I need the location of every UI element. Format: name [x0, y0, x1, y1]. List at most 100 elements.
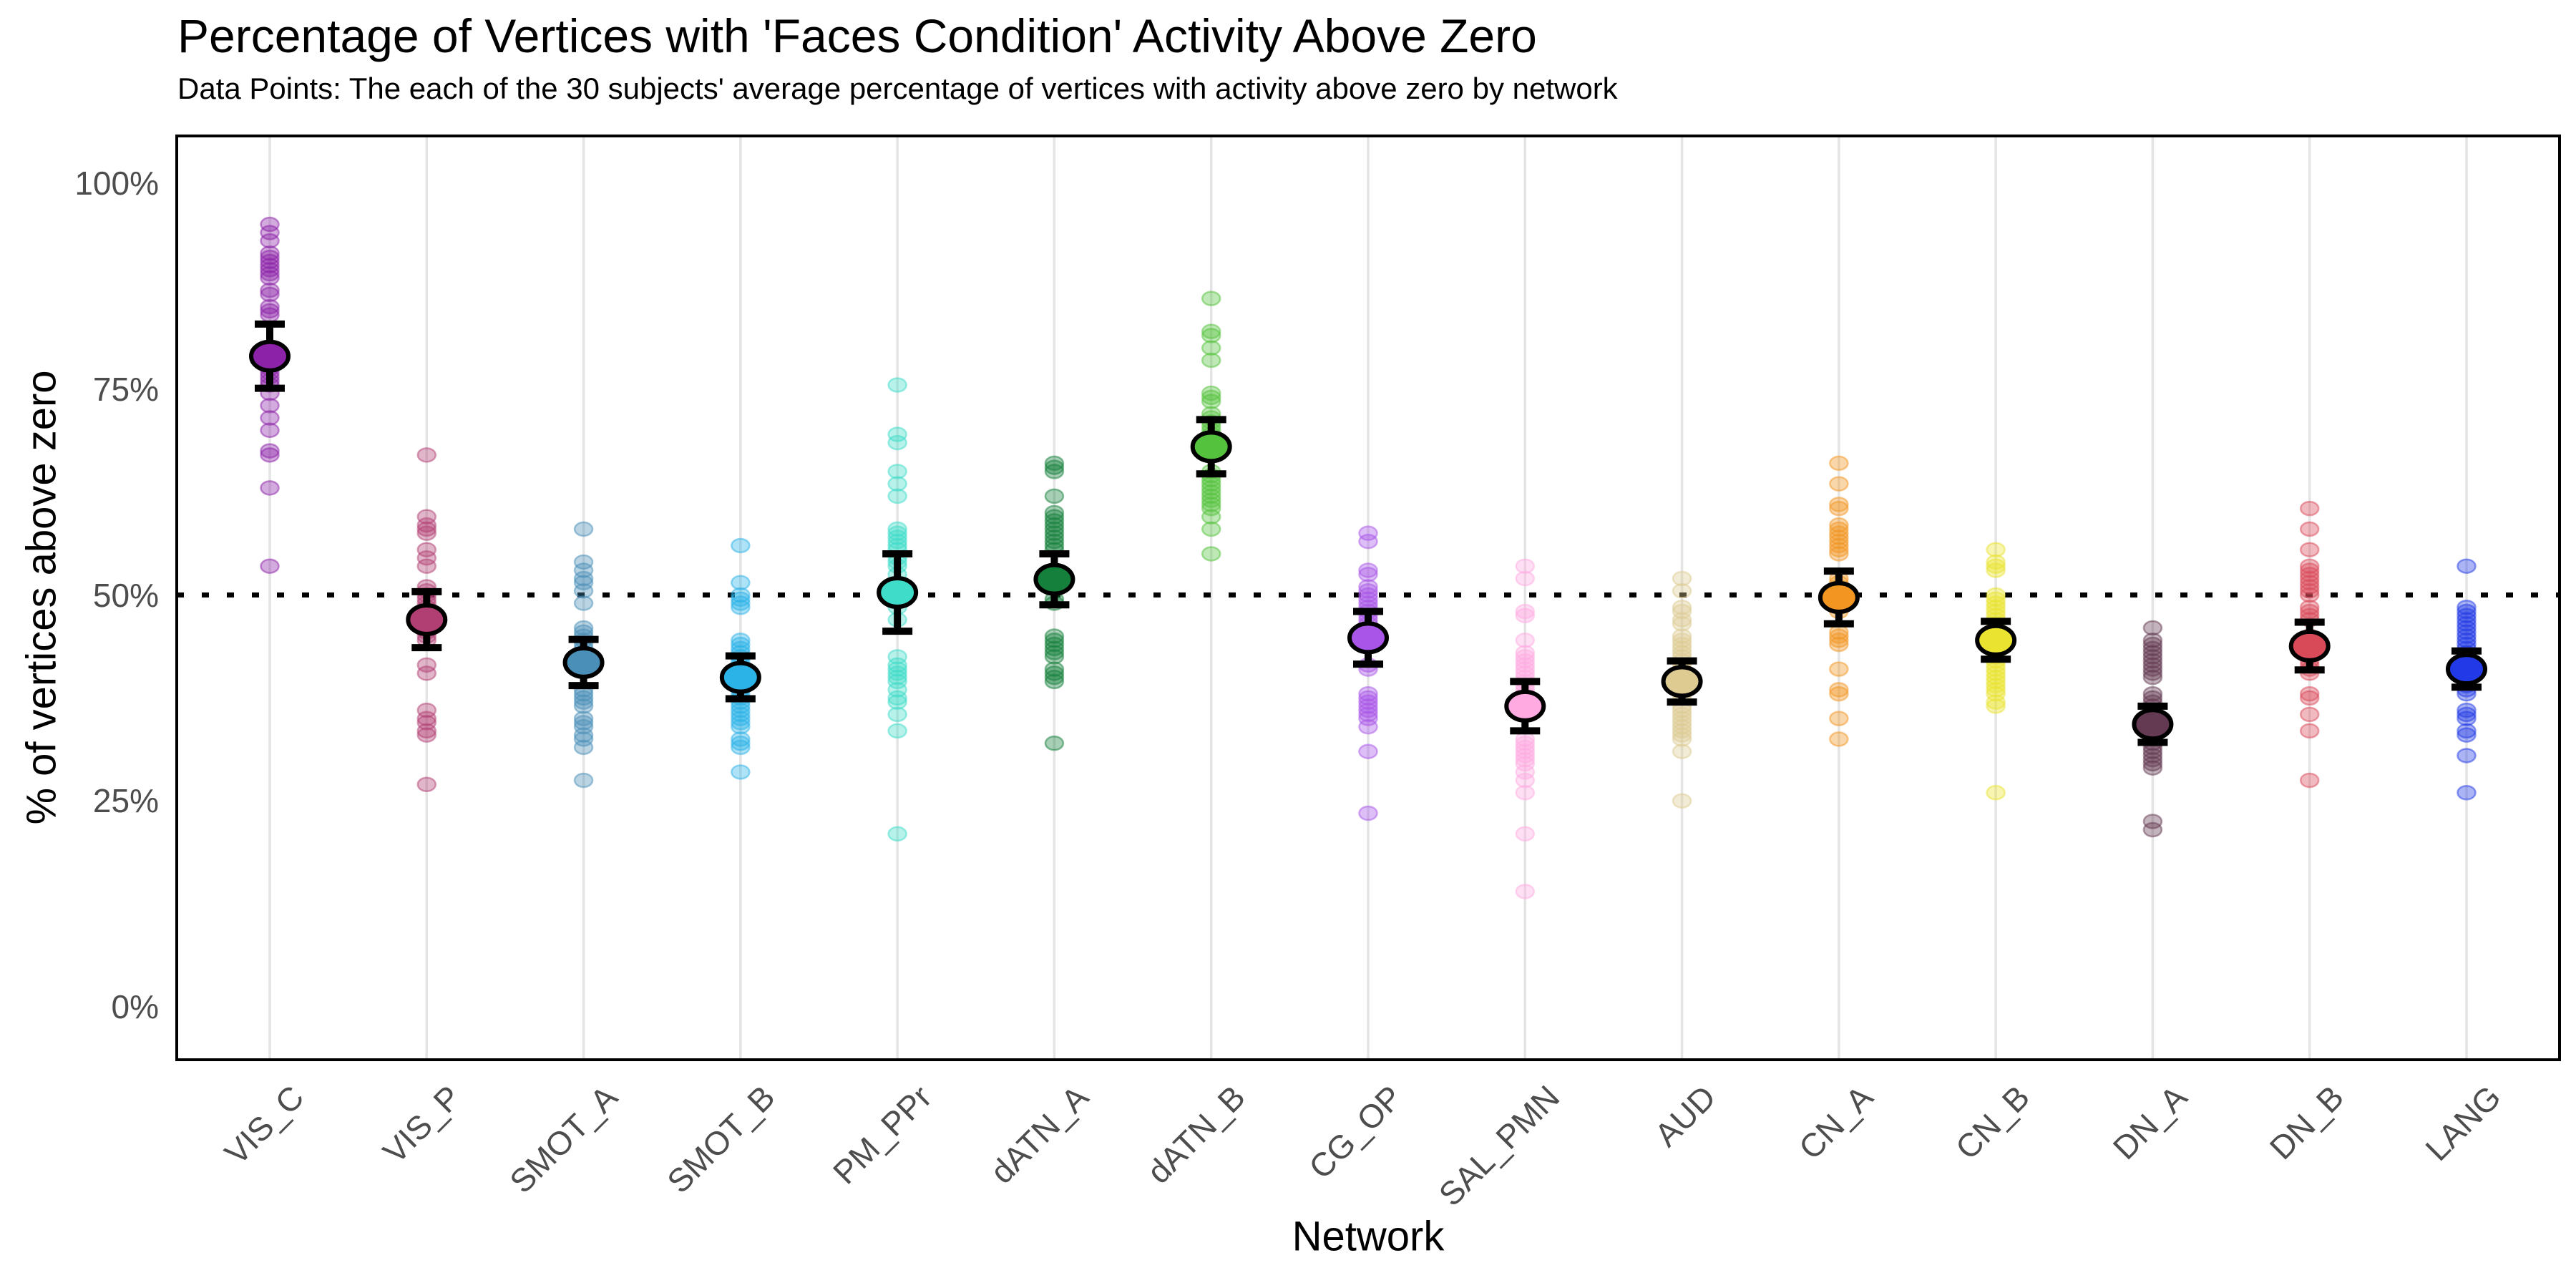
data-point	[1358, 591, 1378, 608]
data-point	[1672, 628, 1692, 644]
data-point	[1829, 533, 1849, 550]
data-point	[1201, 509, 1221, 525]
data-point	[2299, 603, 2320, 620]
data-point	[1986, 686, 2006, 702]
data-point	[1044, 533, 1065, 550]
data-point	[573, 772, 594, 789]
data-point	[1829, 686, 1849, 702]
data-point	[731, 715, 751, 731]
data-point	[2142, 814, 2163, 829]
data-point	[416, 711, 437, 726]
data-point	[2457, 616, 2477, 632]
data-point	[1986, 784, 2006, 801]
data-point	[260, 249, 280, 265]
data-point	[1515, 653, 1536, 669]
data-point	[260, 225, 280, 240]
mean-dot	[1818, 580, 1860, 614]
data-point	[2142, 620, 2163, 636]
y-tick-label: 100%	[74, 165, 159, 202]
data-point	[1986, 694, 2006, 710]
data-point	[1515, 603, 1536, 620]
data-point	[1358, 706, 1378, 723]
data-point	[416, 776, 437, 792]
data-point	[1044, 464, 1065, 479]
data-point	[1201, 328, 1221, 343]
data-point	[2299, 582, 2320, 599]
data-point	[573, 711, 594, 726]
data-point	[416, 447, 437, 463]
mean-dot	[562, 645, 605, 679]
data-point	[1358, 690, 1378, 706]
data-point	[887, 669, 907, 686]
data-point	[416, 723, 437, 739]
mean-dot	[2446, 653, 2487, 686]
data-point	[2299, 570, 2320, 587]
data-point	[1515, 748, 1536, 763]
y-tick-label: 50%	[92, 576, 159, 614]
data-point	[1672, 616, 1692, 632]
data-point	[1829, 521, 1849, 537]
data-point	[1672, 603, 1692, 620]
data-point	[573, 694, 594, 710]
data-point	[2457, 603, 2477, 620]
data-point	[1201, 488, 1221, 504]
data-point	[1829, 661, 1849, 677]
data-point	[260, 447, 280, 463]
data-point	[1358, 566, 1378, 582]
data-point	[731, 735, 751, 751]
data-point	[260, 410, 280, 426]
data-point	[416, 665, 437, 681]
data-point	[2142, 821, 2163, 838]
data-point	[2142, 657, 2163, 673]
data-point	[260, 307, 280, 323]
data-point	[887, 488, 907, 504]
data-point	[1515, 633, 1536, 648]
data-point	[573, 554, 594, 570]
data-point	[1201, 521, 1221, 537]
data-point	[2299, 575, 2320, 590]
data-point	[1515, 751, 1536, 768]
data-point	[1986, 698, 2006, 714]
data-point	[2142, 636, 2163, 653]
data-point	[887, 521, 907, 537]
data-point	[1829, 633, 1849, 648]
data-point	[2299, 579, 2320, 595]
data-point	[573, 715, 594, 731]
data-point	[731, 591, 751, 608]
data-point	[1986, 562, 2006, 578]
data-point	[1986, 678, 2006, 693]
data-point	[2457, 620, 2477, 636]
data-point	[416, 525, 437, 541]
data-point	[1672, 718, 1692, 735]
data-point	[1201, 352, 1221, 369]
data-point	[887, 476, 907, 492]
mean-dot	[2288, 629, 2331, 663]
data-point	[260, 262, 280, 278]
data-point	[260, 245, 280, 261]
data-point	[1829, 500, 1849, 517]
data-point	[2142, 649, 2163, 665]
data-point	[260, 558, 280, 574]
data-point	[260, 216, 280, 233]
data-point	[2457, 624, 2477, 640]
data-point	[887, 826, 907, 842]
data-point	[731, 636, 751, 653]
data-point	[1358, 579, 1378, 595]
data-point	[887, 649, 907, 665]
data-point	[1201, 480, 1221, 496]
data-point	[1986, 600, 2006, 615]
data-point	[416, 657, 437, 673]
data-point	[1986, 595, 2006, 611]
data-point	[887, 377, 907, 393]
data-point	[2299, 686, 2320, 702]
data-point	[1829, 628, 1849, 644]
data-point	[1044, 530, 1065, 545]
data-point	[2457, 727, 2477, 743]
data-point	[260, 443, 280, 459]
data-point	[1829, 731, 1849, 747]
data-point	[1515, 772, 1536, 789]
data-point	[1044, 669, 1065, 686]
data-point	[2299, 772, 2320, 789]
data-point	[1672, 612, 1692, 628]
